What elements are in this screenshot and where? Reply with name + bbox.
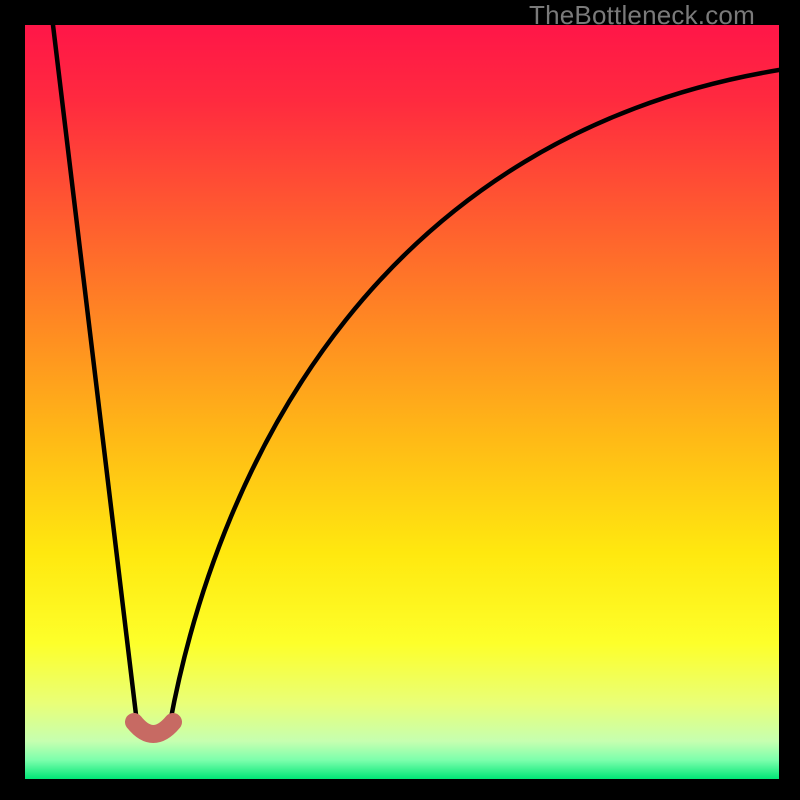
chart-root: TheBottleneck.com (0, 0, 800, 800)
plot-background-gradient (25, 25, 779, 779)
watermark-text: TheBottleneck.com (529, 0, 755, 31)
